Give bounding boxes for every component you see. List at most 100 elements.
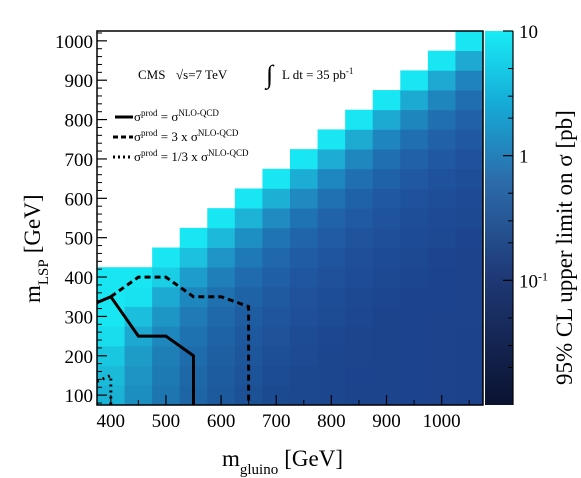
heatmap-cell xyxy=(207,267,236,288)
x-axis-ticks: 400 500 600 700 800 900 1000 xyxy=(97,395,470,432)
heatmap-cell xyxy=(372,168,401,189)
heatmap-cell xyxy=(455,188,484,209)
heatmap-cell xyxy=(455,365,484,386)
heatmap-cell xyxy=(345,208,374,229)
heatmap-cell xyxy=(427,365,456,386)
heatmap-cell xyxy=(290,385,318,406)
heatmap-layer xyxy=(97,31,484,406)
heatmap-cell xyxy=(455,31,484,52)
heatmap-cell xyxy=(400,267,429,288)
heatmap-cell xyxy=(317,267,346,288)
heatmap-cell xyxy=(400,168,429,189)
heatmap-cell xyxy=(345,286,374,307)
heatmap-cell xyxy=(262,227,291,248)
heatmap-cell xyxy=(317,286,346,307)
heatmap-cell xyxy=(152,345,181,367)
heatmap-cell xyxy=(97,345,125,367)
heatmap-cell xyxy=(400,385,429,406)
heatmap-cell xyxy=(372,267,401,288)
heatmap-cell xyxy=(179,267,208,288)
heatmap-cell xyxy=(317,326,346,347)
heatmap-cell xyxy=(372,129,401,150)
heatmap-cell xyxy=(455,286,484,307)
heatmap-cell xyxy=(262,168,291,189)
heatmap-cell xyxy=(317,188,346,209)
y-tick-label: 400 xyxy=(65,268,94,289)
y-axis-ticks: 100 200 300 400 500 600 700 800 900 1000 xyxy=(55,32,107,407)
heatmap-cell xyxy=(400,90,429,111)
heatmap-cell xyxy=(455,168,484,189)
heatmap-cell xyxy=(455,70,484,91)
heatmap-cell xyxy=(262,247,291,268)
heatmap-cell xyxy=(207,208,236,229)
heatmap-cell xyxy=(455,247,484,268)
heatmap-cell xyxy=(262,286,291,307)
heatmap-cell xyxy=(179,227,208,248)
heatmap-cell xyxy=(427,50,456,71)
y-tick-label: 300 xyxy=(65,307,94,328)
energy-label: √s=7 TeV xyxy=(176,67,228,82)
heatmap-cell xyxy=(345,149,374,170)
heatmap-cell xyxy=(372,90,401,111)
heatmap-cell xyxy=(290,345,318,367)
legend: σprod = σNLO-QCD σprod = 3 x σNLO-QCD σp… xyxy=(113,108,249,164)
heatmap-cell xyxy=(345,247,374,268)
heatmap-cell xyxy=(234,208,263,229)
heatmap-cell xyxy=(427,227,456,248)
legend-entry-nominal: σprod = σNLO-QCD xyxy=(134,108,219,124)
heatmap-cell xyxy=(372,306,401,327)
heatmap-cell xyxy=(262,326,291,347)
heatmap-cell xyxy=(455,109,484,130)
heatmap-cell xyxy=(400,365,429,386)
y-tick-label: 1000 xyxy=(55,32,93,53)
legend-entry-times-three: σprod = 3 x σNLO-QCD xyxy=(134,128,239,144)
heatmap-cell xyxy=(234,188,263,209)
heatmap-cell xyxy=(427,208,456,229)
z-axis-title: 95% CL upper limit on σ [pb] xyxy=(552,110,577,385)
x-tick-label: 900 xyxy=(372,411,401,432)
heatmap-cell xyxy=(427,90,456,111)
heatmap-cell xyxy=(124,365,153,386)
z-tick-label: 10 xyxy=(519,22,538,43)
heatmap-cell xyxy=(234,267,263,288)
contour-layer xyxy=(96,275,251,405)
heatmap-cell xyxy=(400,70,429,91)
cms-label: CMS xyxy=(138,67,165,82)
heatmap-cell xyxy=(317,168,346,189)
heatmap-cell xyxy=(455,385,484,406)
heatmap-cell xyxy=(179,306,208,327)
heatmap-cell xyxy=(400,306,429,327)
heatmap-cell xyxy=(400,149,429,170)
heatmap-cell xyxy=(290,247,318,268)
legend-entry-one-third: σprod = 1/3 x σNLO-QCD xyxy=(134,148,249,164)
x-tick-label: 700 xyxy=(262,411,291,432)
heatmap-cell xyxy=(455,50,484,71)
heatmap-cell xyxy=(427,149,456,170)
heatmap-cell xyxy=(427,267,456,288)
x-tick-label: 800 xyxy=(317,411,346,432)
color-scale-bar xyxy=(485,31,513,405)
heatmap-cell xyxy=(427,345,456,367)
heatmap-cell xyxy=(455,326,484,347)
heatmap-cell xyxy=(262,306,291,327)
heatmap-cell xyxy=(345,326,374,347)
heatmap-cell xyxy=(290,168,318,189)
heatmap-cell xyxy=(179,326,208,347)
y-tick-label: 700 xyxy=(65,150,94,171)
y-axis-title: mLSP[GeV] xyxy=(20,195,52,304)
heatmap-cell xyxy=(207,345,236,367)
z-tick-label: 10-1 xyxy=(519,269,548,292)
heatmap-cell xyxy=(455,227,484,248)
heatmap-cell xyxy=(124,345,153,367)
heatmap-cell xyxy=(455,345,484,367)
heatmap-cell xyxy=(455,149,484,170)
heatmap-cell xyxy=(372,208,401,229)
heatmap-cell xyxy=(427,306,456,327)
heatmap-cell xyxy=(455,267,484,288)
plot-frame xyxy=(96,30,484,406)
heatmap-cell xyxy=(345,227,374,248)
heatmap-cell xyxy=(427,129,456,150)
heatmap-cell xyxy=(400,208,429,229)
